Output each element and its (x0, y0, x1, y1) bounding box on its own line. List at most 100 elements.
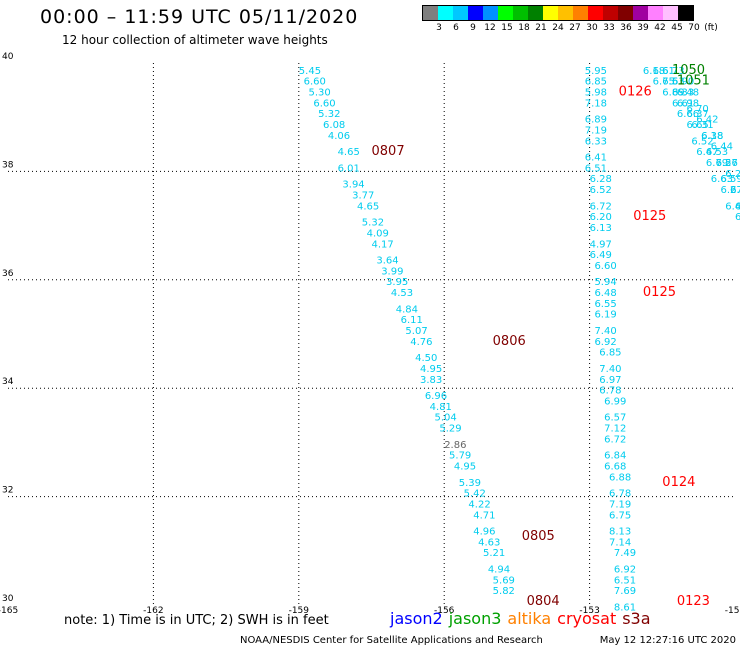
wave-height-point: 5.30 (308, 88, 330, 99)
wave-height-point: 5.07 (405, 326, 427, 337)
wave-height-point: 6.01 (338, 163, 360, 174)
wave-height-point: 6.78 (599, 386, 621, 397)
wave-height-point: 6.97 (599, 375, 621, 386)
wave-height-point: 6.52 (590, 185, 612, 196)
wave-height-point: 6.57 (716, 158, 738, 169)
wave-height-point: 3.83 (420, 375, 442, 386)
wave-height-point: 4.94 (488, 564, 510, 575)
chart-title: 00:00 – 11:59 UTC 05/11/2020 (40, 6, 359, 28)
wave-height-point: 6.45 (725, 201, 740, 212)
wave-height-point: 7.19 (609, 499, 631, 510)
color-scale-label: 36 (620, 23, 632, 33)
wave-height-point: 6.51 (614, 575, 636, 586)
wave-height-point: 4.95 (420, 364, 442, 375)
color-scale-swatch (498, 6, 513, 20)
wave-height-point: 6.98 (677, 98, 699, 109)
wave-height-point: 6.60 (594, 261, 616, 272)
color-scale-label: 42 (654, 23, 666, 33)
color-scale-label: 6 (453, 23, 459, 33)
wave-height-point: 6.63 (711, 174, 733, 185)
y-tick-label: 40 (2, 52, 14, 62)
wave-height-point: 6.51 (585, 163, 607, 174)
y-tick-label: 34 (2, 377, 14, 387)
pass-time-label: 0806 (493, 334, 526, 349)
wave-height-point: 6.59 (720, 174, 740, 185)
color-scale: 3 6 9 12 15 18 21 24 27 30 33 36 39 42 45 70 (ft) (422, 5, 718, 37)
wave-height-point: 6.66 (677, 109, 699, 120)
wave-height-point: 6.27 (720, 185, 740, 196)
wave-height-point: 5.94 (594, 277, 616, 288)
wave-height-point: 6.75 (609, 510, 631, 521)
color-scale-label: 27 (569, 23, 581, 33)
wave-height-point: 5.82 (493, 586, 515, 597)
wave-height-point: 6.31 (691, 120, 713, 131)
pass-time-label: 0805 (522, 529, 555, 544)
pass-time-label: 0126 (619, 85, 652, 100)
wave-height-point: 6.18 (701, 131, 723, 142)
wave-height-point: 6.48 (594, 288, 616, 299)
wave-height-point: 6.84 (604, 451, 626, 462)
wave-height-point: 6.48 (677, 88, 699, 99)
wave-height-point: 7.40 (599, 364, 621, 375)
wave-height-point: 6.66 (735, 201, 740, 212)
wave-height-point: 6.47 (696, 147, 718, 158)
satellite-cryosat: cryosat (557, 609, 617, 628)
chart-subtitle: 12 hour collection of altimeter wave hei… (62, 33, 328, 47)
wave-height-point: 6.18 (643, 66, 665, 77)
wave-height-point: 6.41 (585, 153, 607, 164)
color-scale-labels: 3 6 9 12 15 18 21 24 27 30 33 36 39 42 45 70 (ft) (422, 23, 718, 37)
color-scale-swatch (453, 6, 468, 20)
wave-height-point: 6.42 (696, 115, 718, 126)
wave-height-point: 7.12 (604, 424, 626, 435)
wave-height-point: 3.95 (386, 277, 408, 288)
wave-height-point: 6.57 (604, 413, 626, 424)
wave-height-point: 5.29 (439, 424, 461, 435)
color-scale-swatch (423, 6, 438, 20)
wave-height-point: 6.85 (585, 77, 607, 88)
wave-height-point: 6.60 (313, 98, 335, 109)
wave-height-point: 6.90 (672, 77, 694, 88)
wave-height-point: 6.53 (662, 77, 684, 88)
footer: NOAA/NESDIS Center for Satellite Applica… (240, 635, 736, 646)
footer-timestamp: May 12 12:27:16 UTC 2020 (599, 635, 736, 646)
wave-height-point: 4.76 (410, 337, 432, 348)
wave-height-point: 6.85 (599, 348, 621, 359)
y-tick-label: 32 (2, 486, 13, 496)
wave-height-point: 6.60 (304, 77, 326, 88)
wave-height-point: 6.70 (687, 104, 709, 115)
x-tick-label: -156 (434, 606, 455, 616)
wave-height-point: 4.63 (478, 537, 500, 548)
wave-height-point: 7.14 (609, 537, 631, 548)
color-scale-swatch (633, 6, 648, 20)
x-tick-label: -150 (725, 606, 740, 616)
color-scale-label: 33 (603, 23, 615, 33)
wave-height-point: 5.32 (318, 109, 340, 120)
satellite-altika: altika (507, 609, 552, 628)
wave-height-point: 7.49 (614, 548, 636, 559)
color-scale-swatch (573, 6, 588, 20)
satellite-s3a: s3a (622, 609, 651, 628)
pass-time-label: 0804 (527, 594, 560, 609)
wave-height-point: 3.99 (381, 266, 403, 277)
wave-height-point: 4.95 (454, 462, 476, 473)
color-scale-label: 21 (535, 23, 547, 33)
wave-height-point: 5.42 (464, 489, 486, 500)
wave-height-point: 7.40 (594, 326, 616, 337)
color-scale-swatch (468, 6, 483, 20)
color-scale-swatch (558, 6, 573, 20)
x-tick-label: -153 (579, 606, 599, 616)
wave-height-point: 5.45 (299, 66, 321, 77)
wave-height-point: 8.13 (609, 527, 631, 538)
wave-height-point: 6.20 (590, 212, 612, 223)
wave-height-point: 4.71 (473, 510, 495, 521)
wave-height-point: 4.65 (338, 147, 360, 158)
color-scale-boxes (422, 5, 694, 21)
color-scale-label: 45 (671, 23, 683, 33)
color-scale-swatch (483, 6, 498, 20)
wave-height-point: 4.81 (430, 402, 452, 413)
wave-height-point: 6.49 (590, 250, 612, 261)
pass-time-label: 0125 (643, 285, 676, 300)
wave-height-point: 5.95 (585, 66, 607, 77)
color-scale-label: 39 (637, 23, 649, 33)
